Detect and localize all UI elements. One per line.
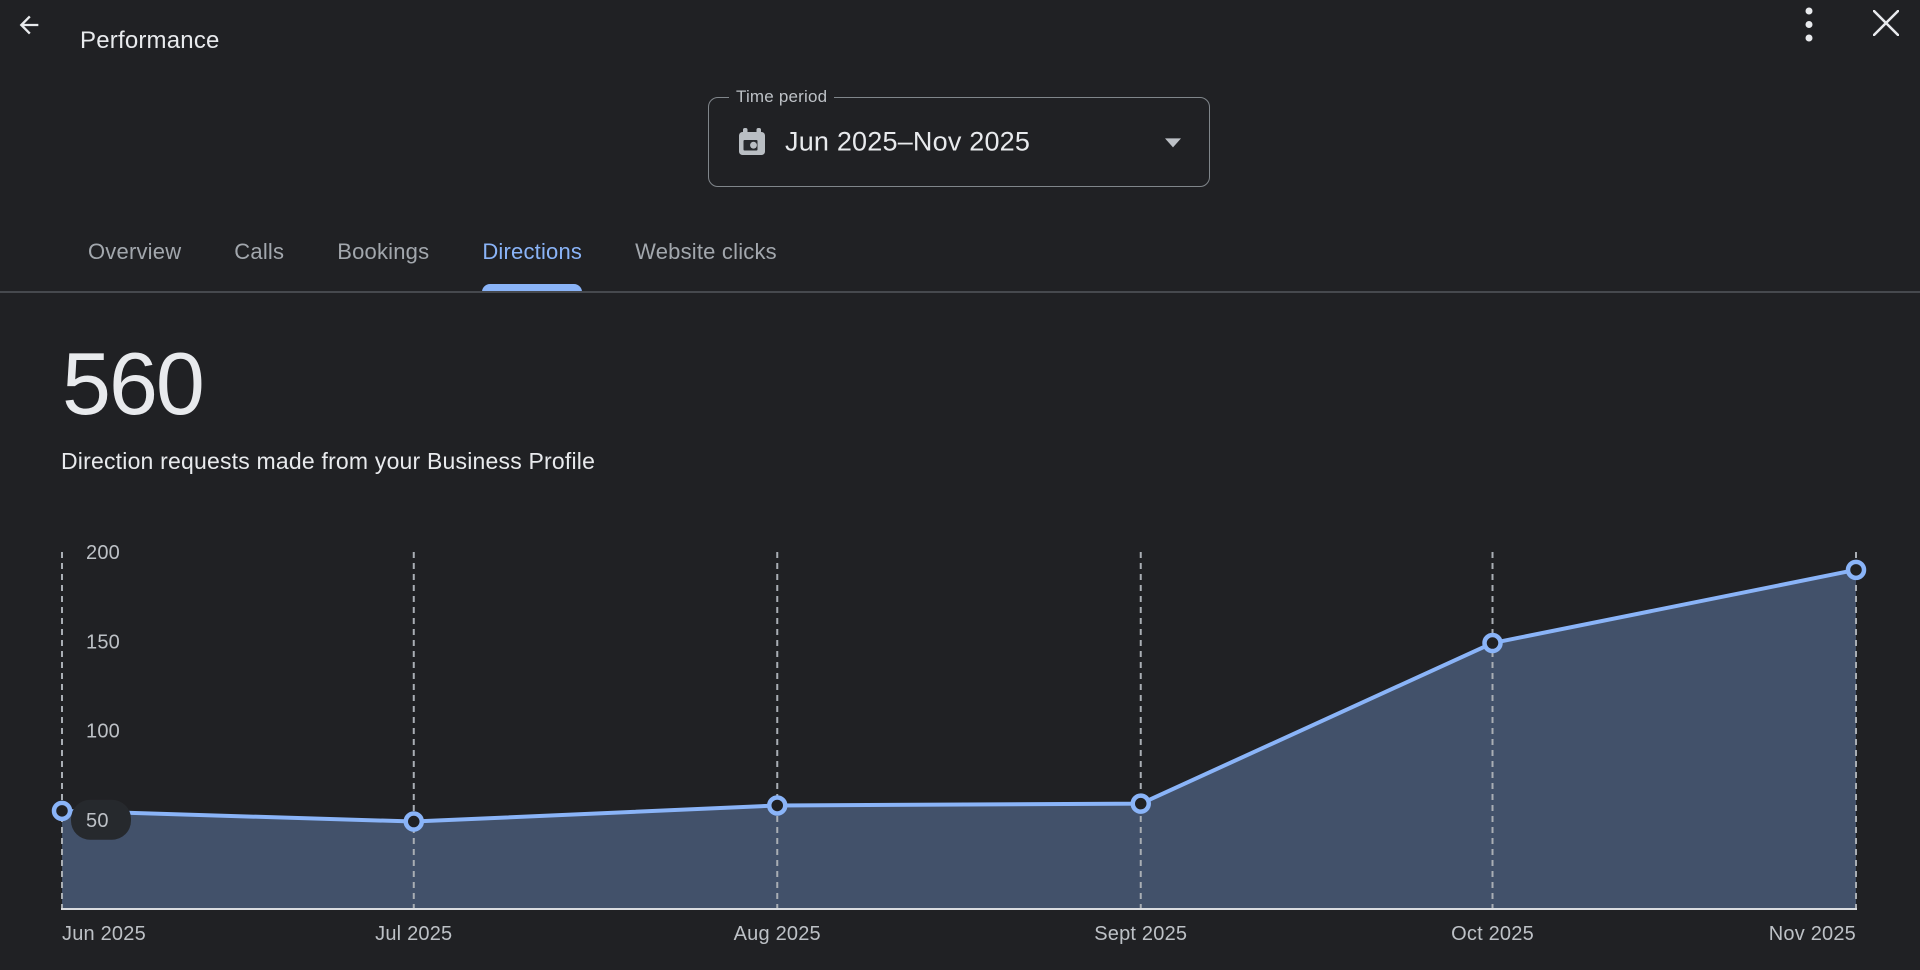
chart-area-fill xyxy=(62,569,1856,909)
y-axis-label-50: 50 xyxy=(86,810,109,832)
arrow-back-icon xyxy=(19,15,39,35)
y-axis-label-200: 200 xyxy=(86,542,120,564)
x-axis-label-2: Aug 2025 xyxy=(734,923,821,945)
time-period-select[interactable]: Time period Jun 2025–Nov 2025 xyxy=(708,87,1210,187)
y-axis-label-150: 150 xyxy=(86,631,120,653)
tab-label: Calls xyxy=(234,239,285,264)
x-axis-label-3: Sept 2025 xyxy=(1094,923,1187,945)
chart-line xyxy=(60,567,1858,824)
back-button[interactable] xyxy=(15,11,43,39)
y-axis-label-100: 100 xyxy=(86,721,120,743)
time-period-value: Jun 2025–Nov 2025 xyxy=(785,126,1031,157)
tab-bookings[interactable]: Bookings xyxy=(337,222,429,292)
y-tick-pill xyxy=(71,799,131,840)
tab-label: Directions xyxy=(482,239,583,264)
close-icon xyxy=(1872,9,1900,37)
chart-point-5[interactable] xyxy=(1845,559,1867,581)
time-period-label: Time period xyxy=(729,87,835,107)
chart-point-1[interactable] xyxy=(403,811,425,832)
x-axis-label-5: Nov 2025 xyxy=(1769,923,1856,945)
calendar-icon xyxy=(739,128,765,155)
tab-label: Bookings xyxy=(337,239,430,264)
close-button[interactable] xyxy=(1872,9,1900,37)
more-options-button[interactable] xyxy=(1801,3,1817,45)
tab-label: Overview xyxy=(88,239,182,264)
tabs-divider xyxy=(0,291,1920,293)
tab-website-clicks[interactable]: Website clicks xyxy=(635,222,777,292)
tab-label: Website clicks xyxy=(635,239,777,264)
tab-overview[interactable]: Overview xyxy=(88,222,181,292)
x-axis-label-0: Jun 2025 xyxy=(62,923,146,945)
kebab-menu-icon xyxy=(1805,7,1813,42)
page-title: Performance xyxy=(80,27,220,55)
chart-point-4[interactable] xyxy=(1482,632,1503,654)
tab-bar: Overview Calls Bookings Directions Websi… xyxy=(88,222,777,292)
x-axis-label-1: Jul 2025 xyxy=(375,923,452,945)
tab-directions[interactable]: Directions xyxy=(482,222,582,292)
chart-point-2[interactable] xyxy=(767,795,788,816)
chart-point-0[interactable] xyxy=(51,800,73,822)
arrow-drop-down-icon xyxy=(1165,138,1181,148)
chart-point-3[interactable] xyxy=(1130,793,1151,814)
x-axis-label-4: Oct 2025 xyxy=(1451,923,1534,945)
stat-value: 560 xyxy=(62,334,205,433)
stat-description: Direction requests made from your Busine… xyxy=(61,448,596,474)
tab-calls[interactable]: Calls xyxy=(234,222,284,292)
